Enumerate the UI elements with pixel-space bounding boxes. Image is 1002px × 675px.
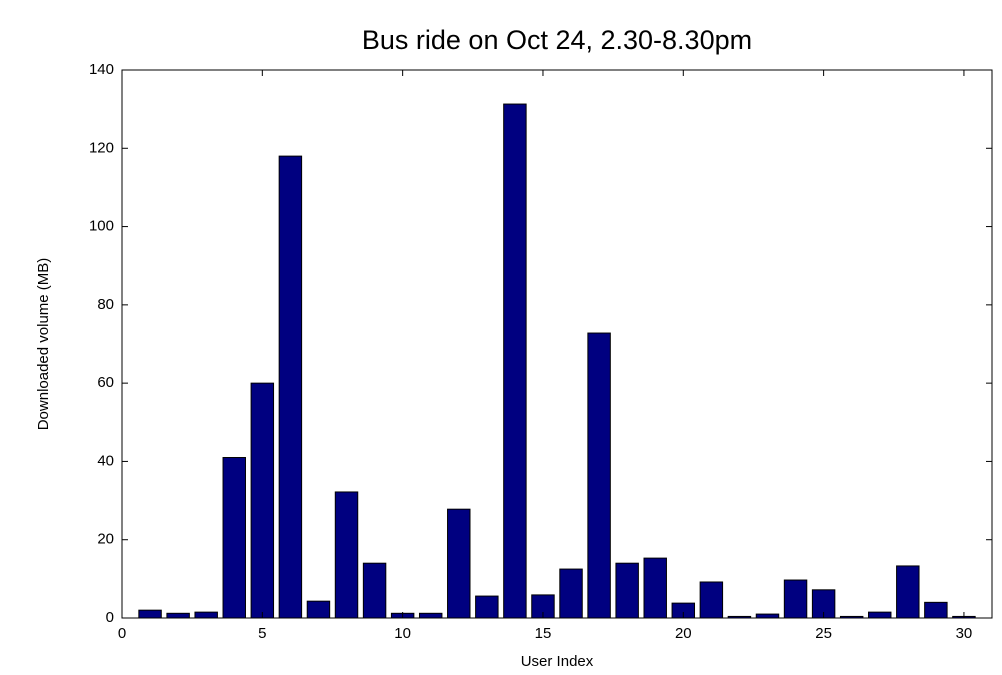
y-tick-label: 140 [89,61,114,78]
y-tick-label: 60 [97,374,114,391]
bar [924,601,948,619]
y-tick-label: 100 [89,218,114,235]
bar [166,612,190,619]
bar [755,613,780,619]
bar [306,600,331,619]
x-tick-label: 15 [535,625,552,642]
x-tick-label: 30 [956,625,973,642]
x-tick-label: 5 [258,625,266,642]
y-axis-label: Downloaded volume (MB) [35,258,52,431]
bar [194,611,218,619]
bar [334,491,359,619]
bar [418,612,443,619]
bar [615,562,639,619]
bar [362,562,387,619]
plot-frame [121,69,993,619]
y-tick-label: 120 [89,139,114,156]
bar [896,565,920,619]
bar [475,595,499,619]
x-tick-label: 0 [118,625,126,642]
x-tick-label: 20 [675,625,692,642]
bar [783,579,808,619]
bar [643,557,667,619]
y-tick-label: 80 [97,296,114,313]
bar [278,155,303,619]
bar [559,568,583,619]
bar [699,581,724,619]
x-axis-label: User Index [521,653,594,670]
y-tick-label: 20 [97,531,114,548]
y-tick-label: 40 [97,452,114,469]
bar [868,611,892,619]
y-tick-label: 0 [106,609,114,626]
bar [587,332,611,619]
bar [138,609,162,619]
x-tick-label: 25 [815,625,832,642]
bar [222,457,246,619]
x-tick-label: 10 [394,625,411,642]
bar [447,508,471,619]
bar [250,382,275,619]
chart-title: Bus ride on Oct 24, 2.30-8.30pm [362,25,752,55]
bar [503,103,527,619]
